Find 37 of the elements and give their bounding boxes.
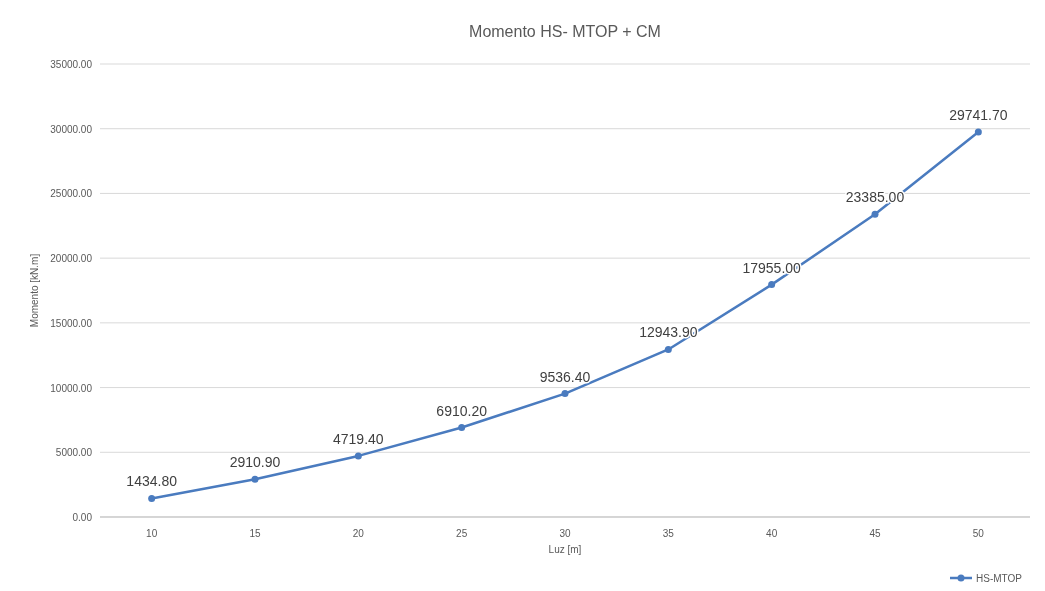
x-tick-label: 45 [869, 528, 881, 539]
x-axis-title: Luz [m] [548, 544, 582, 555]
x-tick-label: 15 [249, 528, 261, 539]
data-label: 29741.70 [949, 107, 1008, 124]
data-label: 9536.40 [539, 368, 591, 385]
y-tick-label: 30000.00 [50, 123, 93, 135]
y-tick-label: 35000.00 [50, 59, 93, 70]
x-tick-label: 35 [662, 528, 675, 539]
chart-title: Momento HS- MTOP + CM [469, 23, 661, 40]
data-label: 2910.90 [229, 454, 281, 471]
point [768, 281, 776, 289]
legend-label: HS-MTOP [976, 573, 1023, 584]
y-tick-label: 5000.00 [55, 447, 93, 459]
y-tick-label: 20000.00 [50, 253, 93, 265]
y-tick-label: 10000.00 [50, 382, 93, 394]
x-tick-label: 40 [766, 528, 778, 539]
data-label: 12943.90 [639, 324, 698, 341]
point [871, 210, 879, 218]
point [458, 424, 466, 432]
y-tick-label: 15000.00 [50, 317, 93, 329]
x-tick-label: 30 [559, 528, 571, 539]
point [664, 345, 672, 353]
data-label: 4719.40 [333, 430, 384, 447]
x-tick-label: 20 [352, 528, 365, 539]
point [974, 128, 982, 136]
x-tick-label: 25 [456, 528, 468, 539]
y-axis-title: Momento [kN.m] [29, 253, 40, 328]
point [561, 390, 569, 398]
point [354, 452, 362, 460]
y-tick-label: 0.00 [72, 512, 93, 523]
point [148, 494, 156, 502]
point [251, 475, 259, 483]
data-label: 6910.20 [436, 402, 488, 419]
x-tick-label: 50 [972, 528, 985, 539]
y-tick-label: 25000.00 [50, 188, 93, 200]
data-label: 1434.80 [126, 473, 178, 490]
x-tick-label: 10 [146, 528, 158, 539]
